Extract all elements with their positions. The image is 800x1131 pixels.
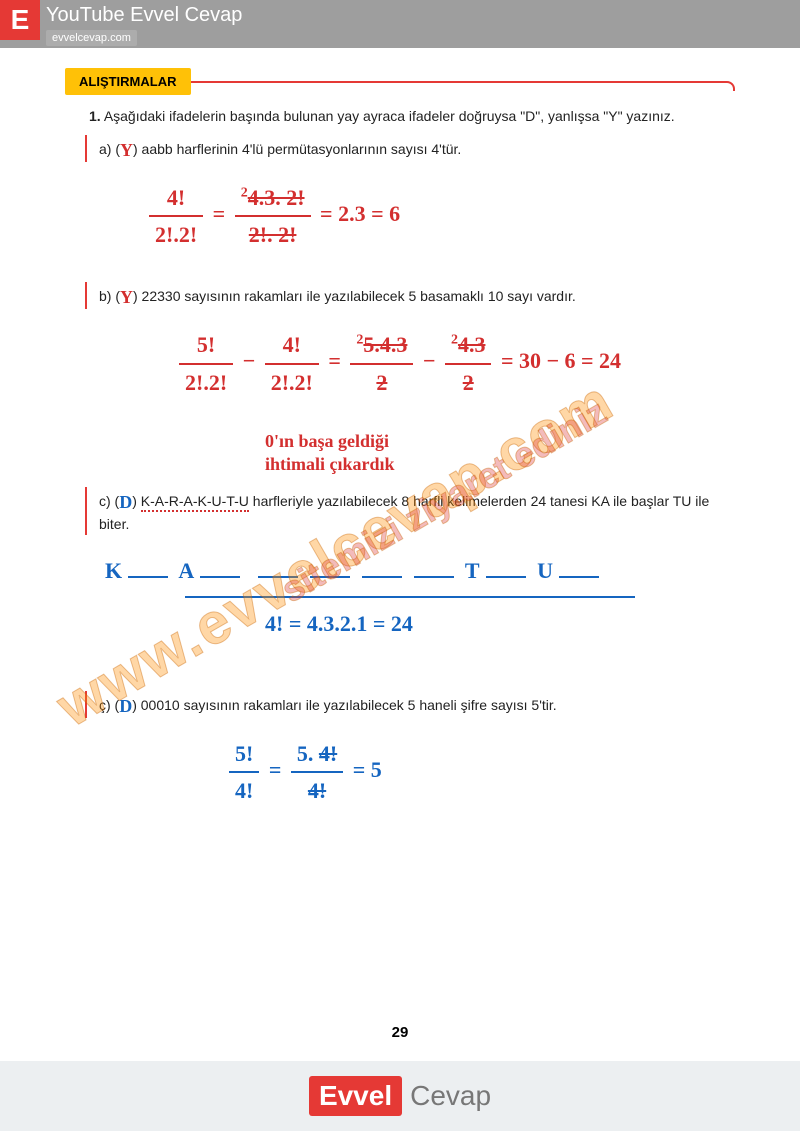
domain-label: evvelcevap.com — [46, 30, 137, 46]
item-cc-mark: D — [119, 696, 132, 716]
page-content: ALIŞTIRMALAR 1. Aşağıdaki ifadelerin baş… — [0, 48, 800, 1061]
c-b3 — [258, 576, 298, 578]
item-cc-text: ) 00010 sayısının rakamları ile yazılabi… — [132, 697, 556, 713]
cc-eq: = — [269, 757, 282, 782]
item-b-label: b) ( — [99, 288, 120, 304]
b-minus2: − — [423, 349, 436, 374]
item-c-letters: K-A-R-A-K-U-T-U — [141, 493, 249, 512]
c-b6 — [414, 576, 454, 578]
b-f1d: 2!.2! — [179, 365, 233, 400]
item-b: b) (Y) 22330 sayısının rakamları ile yaz… — [85, 282, 730, 309]
c-calc: 4! = 4.3.2.1 = 24 — [105, 606, 730, 641]
b-f4n: 4.3 — [458, 332, 486, 357]
b-f3n: 5.4.3 — [363, 332, 407, 357]
cc-f2n: 5. 4! — [297, 741, 337, 766]
cc-result: = 5 — [353, 757, 382, 782]
section-border — [175, 81, 735, 91]
item-c-mark: D — [119, 492, 132, 512]
cc-f1d: 4! — [229, 773, 259, 808]
footer-cevap: Cevap — [410, 1080, 491, 1112]
footer-logo: Evvel Cevap — [309, 1076, 491, 1116]
c-b2 — [200, 576, 240, 578]
youtube-label: YouTube Evvel Cevap — [46, 0, 242, 27]
c-A: A — [178, 558, 194, 583]
item-cc-work: 5!4! = 5. 4!4! = 5 — [85, 726, 730, 838]
footer: Evvel Cevap — [0, 1061, 800, 1131]
question-intro: 1. Aşağıdaki ifadelerin başında bulunan … — [85, 106, 730, 127]
item-a: a) (Y) aabb harflerinin 4'lü permütasyon… — [85, 135, 730, 162]
item-a-work: 4!2!.2! = 24.3. 2! 2!. 2! = 2.3 = 6 — [85, 170, 730, 282]
b-f4d: 2 — [445, 365, 492, 400]
a-frac1-den: 2!.2! — [149, 217, 203, 252]
cc-f1n: 5! — [229, 736, 259, 773]
a-eq1: = — [213, 201, 226, 226]
a-sup: 2 — [241, 186, 248, 201]
b-eq: = — [328, 349, 341, 374]
item-cc-label: ç) ( — [99, 697, 119, 713]
item-b-work: 5!2!.2! − 4!2!.2! = 25.4.32 − 24.32 = 30… — [85, 317, 730, 429]
question-intro-text: Aşağıdaki ifadelerin başında bulunan yay… — [104, 108, 675, 124]
b-minus: − — [243, 349, 256, 374]
a-result: = 2.3 = 6 — [320, 201, 400, 226]
c-line — [185, 596, 635, 598]
item-b-text: ) 22330 sayısının rakamları ile yazılabi… — [133, 288, 576, 304]
page-number: 29 — [0, 1024, 800, 1041]
item-b-note: 0'ın başa geldiği ihtimali çıkardık — [85, 430, 730, 477]
item-b-mark: Y — [120, 287, 133, 307]
b-f3d: 2 — [350, 365, 413, 400]
b-note1: 0'ın başa geldiği — [265, 430, 730, 453]
item-a-mark: Y — [120, 140, 133, 160]
item-c-work: K A T U 4! = 4.3.2.1 = 24 — [85, 543, 730, 671]
a-frac2-num: 4.3. 2! — [248, 185, 305, 210]
b-note2: ihtimali çıkardık — [265, 453, 730, 476]
c-b7 — [486, 576, 526, 578]
c-K: K — [105, 558, 122, 583]
a-frac1-num: 4! — [149, 180, 203, 217]
item-c: c) (D) K-A-R-A-K-U-T-U harfleriyle yazıl… — [85, 487, 730, 535]
item-a-label: a) ( — [99, 141, 120, 157]
b-f2n: 4! — [265, 327, 319, 364]
site-badge: E — [0, 0, 40, 40]
c-b8 — [559, 576, 599, 578]
c-b5 — [362, 576, 402, 578]
item-cc: ç) (D) 00010 sayısının rakamları ile yaz… — [85, 691, 730, 718]
c-U: U — [537, 558, 553, 583]
item-c-label: c) ( — [99, 493, 119, 509]
section-tab: ALIŞTIRMALAR — [65, 68, 191, 95]
c-b1 — [128, 576, 168, 578]
cc-f2d: 4! — [291, 773, 343, 808]
a-frac2-den: 2!. 2! — [235, 217, 311, 252]
b-f1n: 5! — [179, 327, 233, 364]
c-b4 — [310, 576, 350, 578]
footer-evvel: Evvel — [309, 1076, 402, 1116]
item-a-text: ) aabb harflerinin 4'lü permütasyonların… — [133, 141, 461, 157]
b-f2d: 2!.2! — [265, 365, 319, 400]
question-number: 1. — [89, 108, 101, 124]
header-bar: E YouTube Evvel Cevap evvelcevap.com — [0, 0, 800, 48]
c-T: T — [465, 558, 480, 583]
b-s4: 2 — [451, 333, 458, 348]
b-result: = 30 − 6 = 24 — [501, 349, 621, 374]
item-c-pre: ) — [132, 493, 141, 509]
